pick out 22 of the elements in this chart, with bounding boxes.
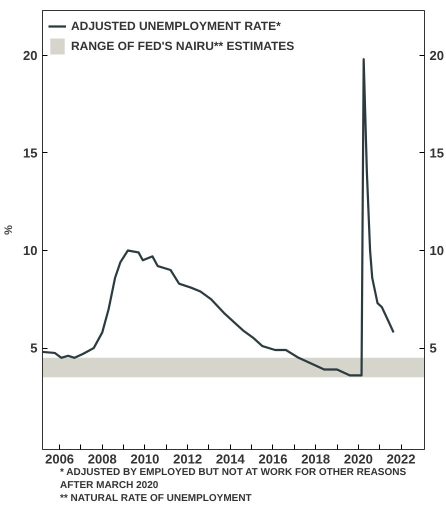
x-tick-label: 2020: [344, 452, 373, 466]
y-tick-label: 15: [23, 145, 38, 160]
y2-tick-label: 10: [430, 242, 444, 258]
text: * ADJUSTED BY EMPLOYED BUT NOT AT WORK FOR OTHER REASONS AFTER MARCH 2020: [60, 466, 408, 492]
y-axis-title: %: [3, 224, 16, 235]
y2-tick-label: 5: [430, 340, 437, 356]
text: ** NATURAL RATE OF UNEMPLOYMENT: [60, 492, 252, 505]
legend-label: ADJUSTED UNEMPLOYMENT RATE*: [71, 19, 281, 33]
x-tick-label: 2008: [88, 452, 117, 466]
x-tick-label: 2014: [216, 452, 246, 466]
legend-label: RANGE OF FED'S NAIRU** ESTIMATES: [71, 39, 294, 53]
y-tick-label: 10: [23, 242, 38, 258]
x-tick-label: 2012: [173, 452, 202, 466]
x-tick-label: 2006: [45, 452, 74, 466]
x-tick-label: 2018: [301, 452, 330, 466]
y2-tick-label: 20: [430, 48, 444, 63]
y2-tick-label: 15: [430, 145, 444, 160]
x-tick-label: 2016: [258, 452, 288, 466]
x-tick-label: 2010: [130, 452, 160, 466]
x-tick-label: 2022: [386, 452, 416, 466]
y-tick-label: 20: [23, 48, 38, 63]
y-tick-label: 5: [30, 340, 38, 356]
